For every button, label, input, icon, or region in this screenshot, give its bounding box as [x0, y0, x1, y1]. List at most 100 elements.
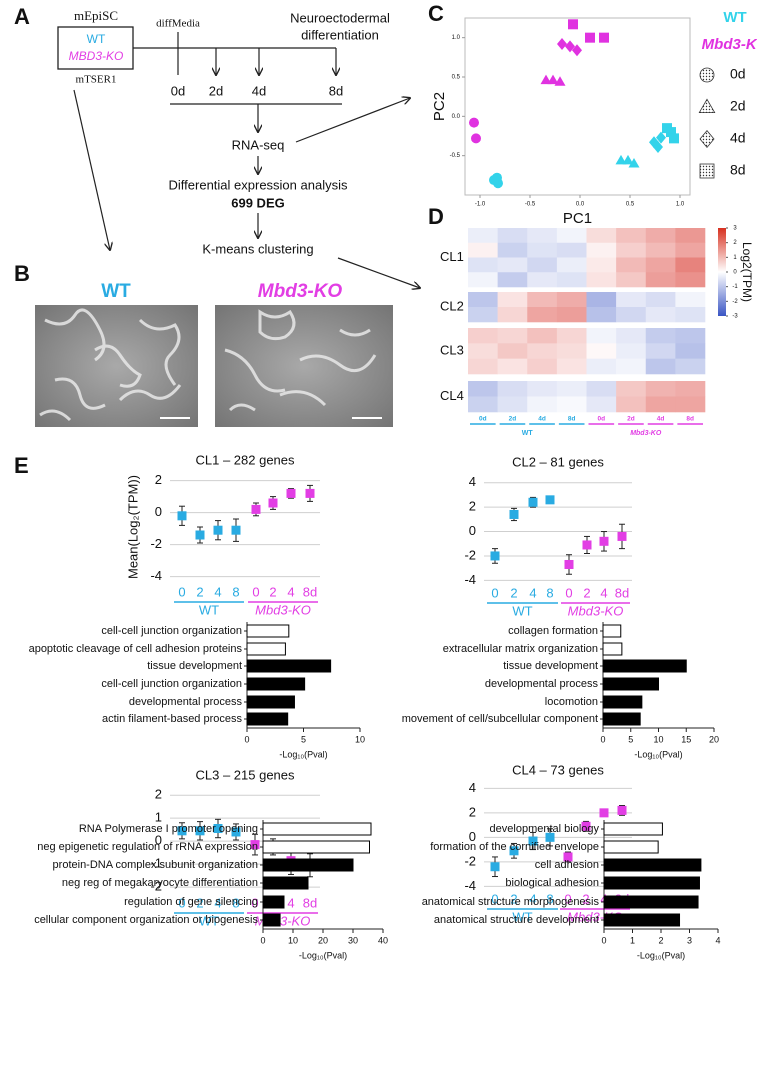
- day-label: 2d: [209, 83, 223, 98]
- panel-label: E: [14, 453, 29, 478]
- x-tick-label: 15: [681, 734, 691, 744]
- heat-cell: [586, 257, 617, 273]
- heat-cell: [527, 272, 558, 288]
- x-axis-label: PC1: [563, 210, 592, 227]
- bar: [246, 695, 295, 709]
- bar-label: developmental biology: [490, 823, 600, 835]
- heat-cell: [645, 272, 676, 288]
- point: [599, 32, 609, 43]
- x-tick-label: 8d: [303, 895, 317, 910]
- panel-label: B: [14, 261, 30, 286]
- heat-cell: [527, 292, 558, 308]
- bar-label: locomotion: [545, 696, 598, 708]
- heat-cell: [497, 292, 528, 308]
- heat-cell: [497, 307, 528, 323]
- x-tick-label: 2: [658, 935, 663, 945]
- x-tick-label: 4: [529, 891, 536, 906]
- bar: [603, 840, 659, 854]
- legend-symbol: [699, 163, 715, 179]
- heat-cell: [556, 328, 587, 344]
- legend-symbol: [699, 129, 715, 149]
- y-tick-label: 4: [469, 780, 476, 795]
- heat-cell: [556, 292, 587, 308]
- x-tick-label: 0: [251, 895, 258, 910]
- point: [469, 117, 479, 128]
- heat-cell: [586, 228, 617, 244]
- x-tick-label: 0: [565, 585, 572, 600]
- point: [231, 525, 241, 535]
- bar: [603, 858, 702, 872]
- heat-cell: [645, 242, 676, 258]
- x-axis-label: -Log₁₀(Pval): [637, 950, 685, 960]
- x-tick-label: 0: [252, 584, 259, 599]
- point: [599, 808, 609, 818]
- heat-cell: [586, 358, 617, 375]
- cluster-label: CL4: [440, 388, 464, 403]
- x-tick-label: 2: [582, 891, 589, 906]
- flow-step: Differential expression analysis: [169, 177, 348, 192]
- point: [572, 44, 582, 57]
- heat-cell: [675, 292, 706, 308]
- heat-cell: [468, 396, 498, 413]
- heat-cell: [556, 307, 587, 323]
- legend-label: 4d: [730, 130, 746, 146]
- heat-cell: [675, 358, 706, 375]
- cell-outlines: [39, 308, 182, 422]
- medium: mTSER1: [76, 74, 117, 86]
- y-tick-label: 0: [155, 504, 162, 519]
- heat-cell: [556, 358, 587, 375]
- cell-outlines: [224, 309, 377, 412]
- heat-cell: [468, 272, 498, 288]
- heat-cell: [527, 381, 558, 397]
- heat-cell: [616, 358, 647, 375]
- heat-cell: [645, 396, 676, 413]
- y-tick-label: -2: [150, 879, 162, 894]
- heat-cell: [497, 228, 528, 244]
- heat-cell: [586, 328, 617, 344]
- y-tick-label: 0: [155, 833, 162, 848]
- point: [528, 497, 538, 507]
- x-tick-label: 8: [546, 585, 553, 600]
- x-tick-label: 2: [269, 584, 276, 599]
- bar-label: tissue development: [503, 660, 598, 672]
- bar: [602, 659, 687, 673]
- point: [653, 141, 663, 154]
- colorbar-tick-label: -1: [732, 284, 738, 290]
- x-tick-label: 0.5: [626, 202, 635, 208]
- x-tick-label: 0: [564, 891, 571, 906]
- column-label: 4d: [538, 416, 546, 423]
- point: [286, 488, 296, 498]
- point: [250, 840, 260, 850]
- cluster-label: CL1: [440, 249, 464, 264]
- cluster-label: CL3: [440, 342, 464, 357]
- bar: [262, 822, 372, 836]
- colorbar-tick-label: 0: [733, 270, 737, 276]
- bar-label: biological adhesion: [505, 877, 599, 889]
- heat-cell: [645, 343, 676, 359]
- bar: [246, 712, 289, 726]
- y-tick-label: 0: [469, 829, 476, 844]
- legend-label: 8d: [730, 162, 746, 178]
- x-tick-label: 20: [709, 734, 719, 744]
- legend-symbol: [699, 67, 715, 83]
- heat-cell: [527, 307, 558, 323]
- bar-label: cell-cell junction organization: [101, 625, 242, 637]
- flow-step: K-means clustering: [202, 241, 313, 256]
- point: [582, 540, 592, 550]
- diff-media: diffMedia: [156, 18, 200, 30]
- x-tick-label: 0: [178, 895, 185, 910]
- heat-cell: [675, 242, 706, 258]
- y-tick-label: 0.5: [452, 75, 461, 81]
- point: [622, 154, 634, 165]
- bar: [246, 624, 290, 638]
- x-axis-label: -Log₁₀(Pval): [279, 749, 327, 759]
- x-tick-label: 10: [288, 935, 298, 945]
- heat-cell: [616, 257, 647, 273]
- x-tick-label: 5: [628, 734, 633, 744]
- bar: [262, 913, 281, 927]
- stage-title: differentiation: [301, 27, 379, 42]
- column-label: 0d: [479, 416, 487, 423]
- bar-label: collagen formation: [508, 625, 598, 637]
- x-tick-label: 0: [601, 935, 606, 945]
- heat-cell: [527, 242, 558, 258]
